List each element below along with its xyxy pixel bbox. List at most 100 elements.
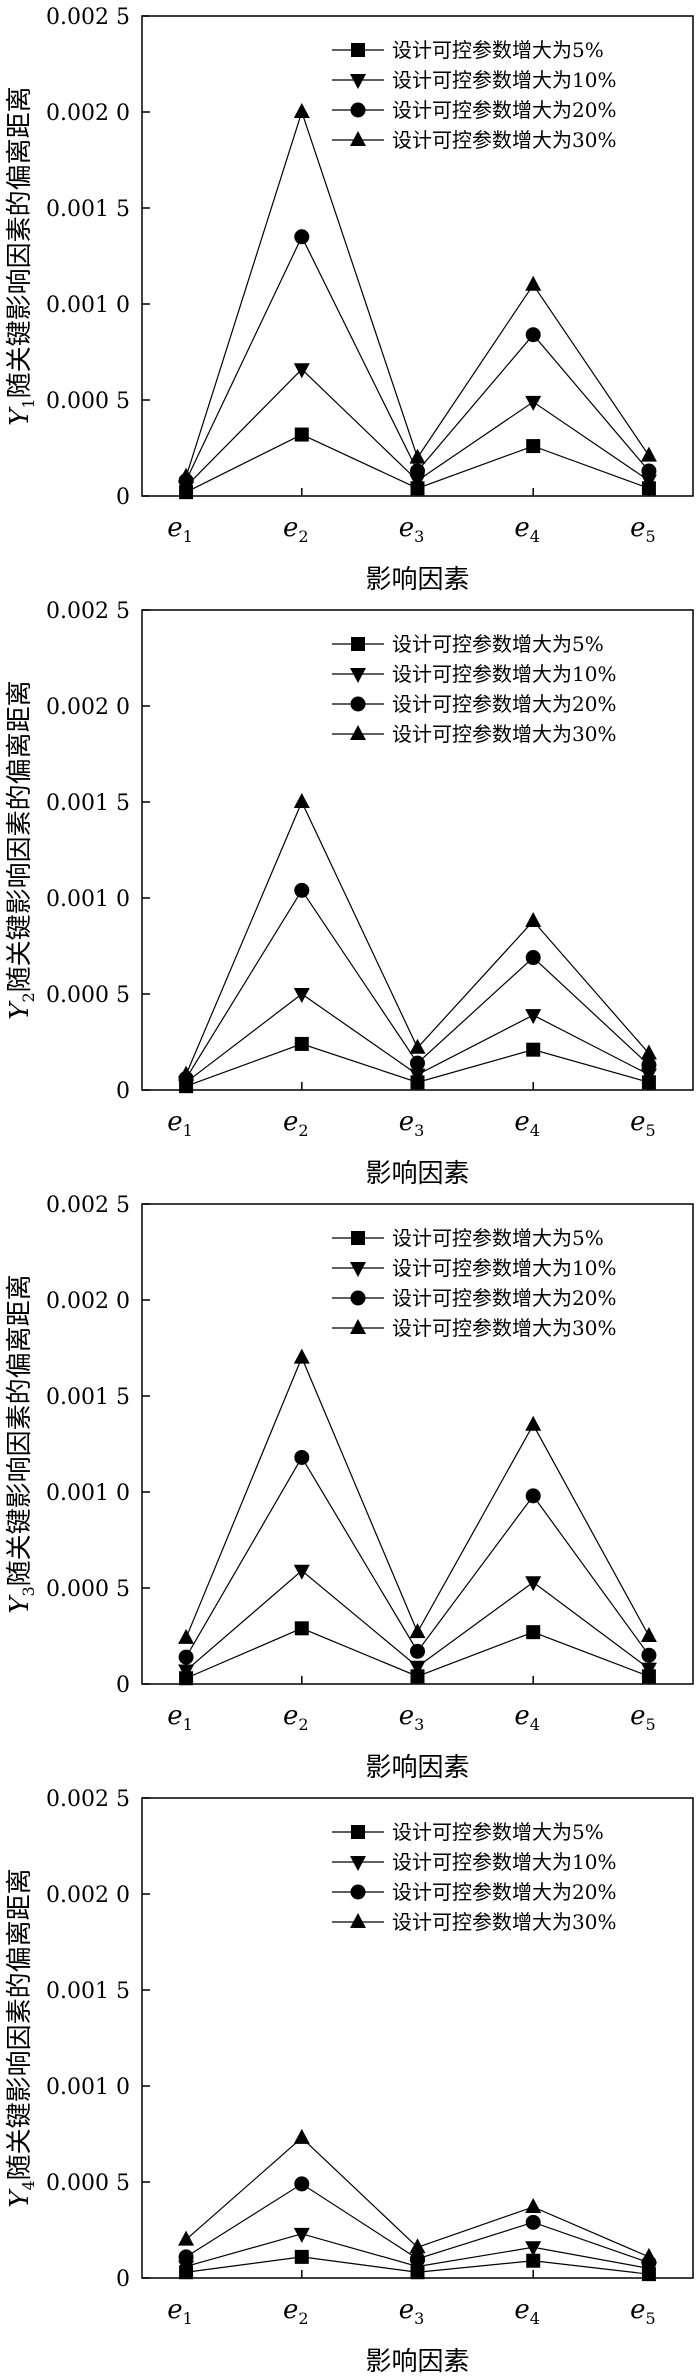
y-tick-label: 0 (116, 485, 130, 510)
x-tick-subscript: 4 (530, 1715, 540, 1734)
x-axis-label: 影响因素 (365, 565, 469, 595)
legend-label: 设计可控参数增大为10% (392, 68, 616, 92)
legend-label: 设计可控参数增大为20% (392, 692, 616, 716)
y-tick-label: 0 (116, 2267, 130, 2292)
data-point (525, 1009, 542, 1025)
data-point (178, 2230, 195, 2246)
data-point (525, 2214, 541, 2230)
y-axis-text: 随关键影响因素的偏离距离 (5, 86, 35, 398)
y-tick-label: 0.002 0 (46, 695, 130, 720)
x-tick-label: e1 (167, 1701, 193, 1734)
series-4 (178, 103, 657, 483)
y-tick-label: 0.002 0 (46, 101, 130, 126)
x-tick-label: e1 (167, 1107, 193, 1140)
x-tick-subscript: 1 (183, 2309, 193, 2328)
y-tick-label: 0.002 0 (46, 1883, 130, 1908)
y-tick-label: 0.000 5 (46, 389, 130, 414)
series-line (185, 110, 650, 477)
x-tick-var: e (283, 513, 298, 543)
legend-marker (351, 1825, 365, 1839)
x-tick-var: e (167, 1701, 182, 1731)
data-point (525, 912, 542, 928)
x-tick-subscript: 4 (530, 2309, 540, 2328)
data-point (293, 2227, 310, 2243)
y-tick-label: 0.001 0 (46, 2075, 130, 2100)
y-axis-label: Y4随关键影响因素的偏离距离 (5, 1868, 38, 2207)
data-point (293, 988, 310, 1003)
x-tick-label: e3 (399, 2295, 425, 2328)
x-tick-label: e2 (283, 513, 309, 546)
data-point (641, 1057, 657, 1073)
x-tick-label: e5 (630, 2295, 656, 2328)
legend-marker (351, 1231, 365, 1245)
x-tick-label: e4 (514, 513, 540, 546)
x-tick-subscript: 3 (414, 2309, 424, 2328)
x-tick-var: e (514, 1701, 529, 1731)
data-point (640, 446, 657, 462)
data-point (409, 448, 426, 464)
x-tick-var: e (514, 1107, 529, 1137)
x-tick-label: e5 (630, 1701, 656, 1734)
data-point (409, 474, 426, 490)
y-axis-var: Y (5, 1000, 35, 1020)
data-point (525, 950, 541, 966)
data-point (178, 2260, 195, 2276)
y-tick-label: 0.000 5 (46, 1577, 130, 1602)
y-axis-label: Y1随关键影响因素的偏离距离 (5, 86, 38, 425)
data-point (178, 2249, 194, 2265)
x-tick-subscript: 1 (183, 1121, 193, 1140)
data-point (294, 2176, 310, 2192)
y-axis-var: Y (5, 1594, 35, 1614)
data-point (525, 275, 542, 291)
x-tick-var: e (514, 2295, 529, 2325)
x-tick-subscript: 3 (414, 527, 424, 546)
data-point (640, 1068, 657, 1084)
legend-marker (350, 102, 366, 118)
x-axis-label: 影响因素 (365, 2347, 469, 2375)
series-line (185, 800, 650, 1075)
data-point (640, 1662, 657, 1678)
y-tick-label: 0.002 0 (46, 1289, 130, 1314)
legend-marker (350, 131, 366, 146)
x-tick-subscript: 2 (298, 1715, 308, 1734)
data-point (178, 1628, 195, 1644)
x-tick-label: e1 (167, 2295, 193, 2328)
series-1 (179, 1621, 656, 1686)
x-tick-var: e (283, 2295, 298, 2325)
data-point (294, 1036, 309, 1051)
x-axis-label: 影响因素 (365, 1159, 469, 1189)
data-point (526, 1042, 541, 1057)
data-point (526, 1625, 541, 1640)
data-point (410, 463, 425, 479)
x-tick-subscript: 2 (298, 1121, 308, 1140)
y-tick-label: 0.002 5 (46, 1787, 130, 1812)
y-axis-subscript: 1 (19, 398, 38, 408)
series-3 (178, 882, 657, 1086)
x-tick-var: e (283, 1701, 298, 1731)
legend-label: 设计可控参数增大为30% (392, 1316, 616, 1340)
x-tick-var: e (630, 513, 645, 543)
data-point (293, 1348, 310, 1364)
legend-label: 设计可控参数增大为30% (392, 128, 616, 152)
y-tick-label: 0.002 5 (46, 599, 130, 624)
data-point (294, 1621, 309, 1636)
legend-marker (350, 1319, 366, 1334)
y-tick-label: 0.001 0 (46, 887, 130, 912)
data-point (525, 1576, 542, 1592)
legend-marker (350, 1856, 366, 1871)
x-tick-var: e (167, 513, 182, 543)
y-axis-subscript: 2 (19, 992, 38, 1002)
x-tick-label: e3 (399, 1701, 425, 1734)
data-point (409, 2238, 426, 2254)
x-tick-subscript: 1 (183, 527, 193, 546)
legend-marker (350, 1262, 366, 1277)
x-tick-label: e3 (399, 513, 425, 546)
x-tick-subscript: 2 (298, 527, 308, 546)
legend-label: 设计可控参数增大为10% (392, 662, 616, 686)
data-point (525, 1415, 542, 1431)
x-tick-subscript: 1 (183, 1715, 193, 1734)
x-tick-var: e (399, 513, 414, 543)
data-point (293, 793, 310, 808)
